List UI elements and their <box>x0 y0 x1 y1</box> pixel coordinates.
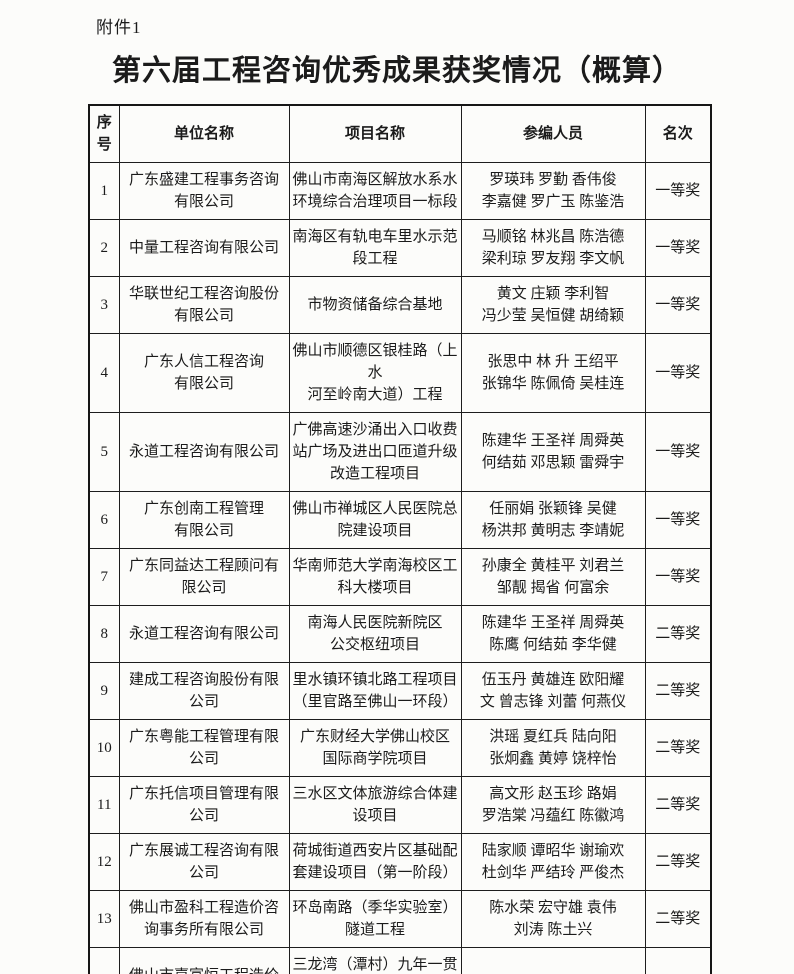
cell-rank: 二等奖 <box>644 719 712 777</box>
cell-unit-name: 永道工程咨询有限公司 <box>118 605 290 663</box>
cell-serial-number: 9 <box>88 662 120 720</box>
column-header-people: 参编人员 <box>460 104 646 163</box>
table-row: 10 广东粤能工程管理有限 公司 广东财经大学佛山校区 国际商学院项目 洪瑶 夏… <box>88 719 712 777</box>
cell-unit-name: 中量工程咨询有限公司 <box>118 219 290 277</box>
cell-project-name: 三龙湾（潭村）九年一贯制 学校 <box>288 947 462 974</box>
cell-rank: 一等奖 <box>644 219 712 277</box>
cell-people-names: 罗瑛玮 罗勤 香伟俊 李嘉健 罗广玉 陈鉴浩 <box>460 162 646 220</box>
cell-people-names: 孙康全 黄桂平 刘君兰 邹靓 揭省 何富余 <box>460 548 646 606</box>
cell-people-names: 黄文 庄颖 李利智 冯少莹 吴恒健 胡绮颖 <box>460 276 646 334</box>
cell-rank: 一等奖 <box>644 491 712 549</box>
cell-unit-name: 广东人信工程咨询 有限公司 <box>118 333 290 413</box>
cell-project-name: 环岛南路（季华实验室） 隧道工程 <box>288 890 462 948</box>
cell-project-name: 佛山市南海区解放水系水 环境综合治理项目一标段 <box>288 162 462 220</box>
cell-rank: 二等奖 <box>644 605 712 663</box>
table-row: 9 建成工程咨询股份有限 公司 里水镇环镇北路工程项目 （里官路至佛山一环段） … <box>88 662 712 720</box>
cell-serial-number: 13 <box>88 890 120 948</box>
table-row: 1 广东盛建工程事务咨询 有限公司 佛山市南海区解放水系水 环境综合治理项目一标… <box>88 162 712 220</box>
cell-people-names: 陆家顺 谭昭华 谢瑜欢 杜剑华 严结玲 严俊杰 <box>460 833 646 891</box>
cell-project-name: 南海区有轨电车里水示范 段工程 <box>288 219 462 277</box>
cell-project-name: 广佛高速沙涌出入口收费 站广场及进出口匝道升级 改造工程项目 <box>288 412 462 492</box>
cell-rank: 二等奖 <box>644 662 712 720</box>
cell-unit-name: 佛山市盈科工程造价咨 询事务所有限公司 <box>118 890 290 948</box>
cell-project-name: 广东财经大学佛山校区 国际商学院项目 <box>288 719 462 777</box>
table-header-row: 序 号 单位名称 项目名称 参编人员 名次 <box>88 104 712 163</box>
table-row: 13 佛山市盈科工程造价咨 询事务所有限公司 环岛南路（季华实验室） 隧道工程 … <box>88 890 712 948</box>
table-row: 14 佛山市嘉富恒工程造价 咨询有限公司 三龙湾（潭村）九年一贯制 学校 曲晓君… <box>88 947 712 974</box>
cell-unit-name: 广东同益达工程顾问有 限公司 <box>118 548 290 606</box>
cell-rank: 一等奖 <box>644 548 712 606</box>
table-row: 3 华联世纪工程咨询股份 有限公司 市物资储备综合基地 黄文 庄颖 李利智 冯少… <box>88 276 712 334</box>
cell-people-names: 任丽娟 张颖锋 吴健 杨洪邦 黄明志 李靖妮 <box>460 491 646 549</box>
page-title: 第六届工程咨询优秀成果获奖情况（概算） <box>111 55 682 87</box>
table-row: 7 广东同益达工程顾问有 限公司 华南师范大学南海校区工 科大楼项目 孙康全 黄… <box>88 548 712 606</box>
cell-unit-name: 广东创南工程管理 有限公司 <box>118 491 290 549</box>
cell-project-name: 荷城街道西安片区基础配 套建设项目（第一阶段） <box>288 833 462 891</box>
table-row: 4 广东人信工程咨询 有限公司 佛山市顺德区银桂路（上水 河至岭南大道）工程 张… <box>88 333 712 413</box>
cell-rank: 一等奖 <box>644 412 712 492</box>
cell-project-name: 南海人民医院新院区 公交枢纽项目 <box>288 605 462 663</box>
attachment-label: 附件1 <box>96 18 142 37</box>
table-row: 12 广东展诚工程咨询有限 公司 荷城街道西安片区基础配 套建设项目（第一阶段）… <box>88 833 712 891</box>
cell-unit-name: 广东盛建工程事务咨询 有限公司 <box>118 162 290 220</box>
column-header-project: 项目名称 <box>288 104 462 163</box>
cell-project-name: 华南师范大学南海校区工 科大楼项目 <box>288 548 462 606</box>
column-header-serial: 序 号 <box>88 104 120 163</box>
cell-unit-name: 佛山市嘉富恒工程造价 咨询有限公司 <box>118 947 290 974</box>
cell-rank: 二等奖 <box>644 833 712 891</box>
cell-unit-name: 永道工程咨询有限公司 <box>118 412 290 492</box>
cell-people-names: 洪瑶 夏红兵 陆向阳 张炯鑫 黄婷 饶梓怡 <box>460 719 646 777</box>
cell-rank: 二等奖 <box>644 947 712 974</box>
cell-unit-name: 广东粤能工程管理有限 公司 <box>118 719 290 777</box>
cell-project-name: 三水区文体旅游综合体建 设项目 <box>288 776 462 834</box>
cell-people-names: 陈建华 王圣祥 周舜英 何结茹 邓思颖 雷舜宇 <box>460 412 646 492</box>
column-header-rank: 名次 <box>644 104 712 163</box>
cell-serial-number: 5 <box>88 412 120 492</box>
cell-unit-name: 广东托信项目管理有限 公司 <box>118 776 290 834</box>
cell-rank: 二等奖 <box>644 890 712 948</box>
cell-serial-number: 11 <box>88 776 120 834</box>
cell-serial-number: 3 <box>88 276 120 334</box>
cell-serial-number: 2 <box>88 219 120 277</box>
cell-project-name: 里水镇环镇北路工程项目 （里官路至佛山一环段） <box>288 662 462 720</box>
cell-people-names: 张思中 林 升 王绍平 张锦华 陈佩倚 吴桂连 <box>460 333 646 413</box>
cell-serial-number: 12 <box>88 833 120 891</box>
cell-serial-number: 6 <box>88 491 120 549</box>
cell-unit-name: 华联世纪工程咨询股份 有限公司 <box>118 276 290 334</box>
table-row: 8 永道工程咨询有限公司 南海人民医院新院区 公交枢纽项目 陈建华 王圣祥 周舜… <box>88 605 712 663</box>
cell-people-names: 伍玉丹 黄雄连 欧阳耀 文 曾志锋 刘蕾 何燕仪 <box>460 662 646 720</box>
cell-people-names: 陈水荣 宏守雄 袁伟 刘涛 陈土兴 <box>460 890 646 948</box>
cell-unit-name: 建成工程咨询股份有限 公司 <box>118 662 290 720</box>
cell-rank: 一等奖 <box>644 276 712 334</box>
cell-people-names: 马顺铭 林兆昌 陈浩德 梁利琼 罗友翔 李文帆 <box>460 219 646 277</box>
cell-project-name: 佛山市顺德区银桂路（上水 河至岭南大道）工程 <box>288 333 462 413</box>
cell-serial-number: 7 <box>88 548 120 606</box>
cell-serial-number: 10 <box>88 719 120 777</box>
cell-people-names: 曲晓君 余虹 吴萍 <box>460 947 646 974</box>
cell-serial-number: 4 <box>88 333 120 413</box>
cell-serial-number: 1 <box>88 162 120 220</box>
cell-rank: 一等奖 <box>644 333 712 413</box>
column-header-unit: 单位名称 <box>118 104 290 163</box>
table-row: 5 永道工程咨询有限公司 广佛高速沙涌出入口收费 站广场及进出口匝道升级 改造工… <box>88 412 712 492</box>
table-row: 6 广东创南工程管理 有限公司 佛山市禅城区人民医院总 院建设项目 任丽娟 张颖… <box>88 491 712 549</box>
cell-people-names: 陈建华 王圣祥 周舜英 陈鹰 何结茹 李华健 <box>460 605 646 663</box>
table-row: 2 中量工程咨询有限公司 南海区有轨电车里水示范 段工程 马顺铭 林兆昌 陈浩德… <box>88 219 712 277</box>
awards-table-body: 1 广东盛建工程事务咨询 有限公司 佛山市南海区解放水系水 环境综合治理项目一标… <box>88 162 712 974</box>
cell-serial-number: 8 <box>88 605 120 663</box>
cell-rank: 一等奖 <box>644 162 712 220</box>
cell-project-name: 佛山市禅城区人民医院总 院建设项目 <box>288 491 462 549</box>
table-row: 11 广东托信项目管理有限 公司 三水区文体旅游综合体建 设项目 高文形 赵玉珍… <box>88 776 712 834</box>
awards-table: 序 号 单位名称 项目名称 参编人员 名次 1 广东盛建工程事务咨询 有限公司 … <box>88 104 712 974</box>
cell-rank: 二等奖 <box>644 776 712 834</box>
cell-people-names: 高文形 赵玉珍 路娟 罗浩棠 冯蕴红 陈徽鸿 <box>460 776 646 834</box>
cell-project-name: 市物资储备综合基地 <box>288 276 462 334</box>
cell-serial-number: 14 <box>88 947 120 974</box>
cell-unit-name: 广东展诚工程咨询有限 公司 <box>118 833 290 891</box>
